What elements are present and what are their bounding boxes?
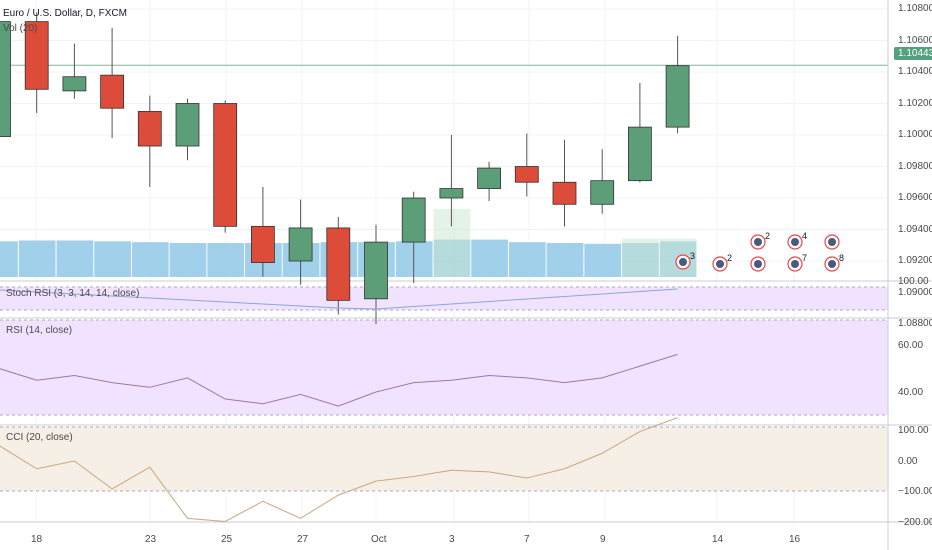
event-count: 2 <box>727 253 732 263</box>
price-axis-label: 1.09400 <box>898 223 932 235</box>
date-axis-label: 23 <box>145 534 157 545</box>
price-axis-label: 1.10800 <box>898 3 932 14</box>
cci-axis-label: 0.00 <box>898 456 918 467</box>
stoch-rsi-plot <box>0 288 678 310</box>
date-axis-label: 16 <box>789 534 801 545</box>
candle-body <box>175 103 200 147</box>
volume-bar <box>169 243 207 277</box>
date-axis-label: 7 <box>524 534 530 545</box>
candle-body <box>137 110 162 147</box>
stoch-rsi-legend: Stoch RSI (3, 3, 14, 14, close) <box>6 288 140 299</box>
event-count: 4 <box>802 231 807 241</box>
volume-bar <box>471 239 508 277</box>
stoch-k-line <box>0 288 678 310</box>
candle-body <box>250 225 275 263</box>
rsi-legend: RSI (14, close) <box>6 325 73 336</box>
event-clock-face <box>828 260 836 268</box>
volume-bar <box>546 243 584 277</box>
volume-bar <box>584 243 622 277</box>
volume-legend: Vol (20) <box>3 23 38 34</box>
volume-bar <box>94 241 131 277</box>
candle-body <box>590 180 615 205</box>
date-axis-label: 9 <box>600 534 606 545</box>
volume-bar <box>18 240 56 277</box>
event-clock-face <box>716 260 724 268</box>
price-axis-label: 1.09000 <box>898 286 932 298</box>
candle-body <box>628 126 652 182</box>
rsi-plot <box>0 353 678 407</box>
price-axis-label: 1.09600 <box>898 192 932 203</box>
volume-bars <box>0 209 697 277</box>
event-count: 7 <box>802 253 807 263</box>
candle-body <box>288 227 313 262</box>
candle-body <box>326 227 351 301</box>
cci-axis-label: 100.00 <box>898 425 929 436</box>
cci-axis-label: −200.00 <box>898 517 932 528</box>
candle-body <box>401 197 426 243</box>
date-axis-label: 18 <box>31 534 43 545</box>
cci-band <box>0 427 888 491</box>
volume-bar <box>508 242 546 277</box>
cci-line <box>0 417 678 522</box>
candlesticks[interactable] <box>0 9 690 324</box>
rsi-line <box>0 353 678 407</box>
event-clock-face <box>754 260 762 268</box>
candle-body <box>514 166 539 183</box>
volume-bar <box>56 240 94 277</box>
price-axis-label: 1.10000 <box>898 129 932 140</box>
event-clock-face <box>754 238 762 246</box>
rsi-axis-label: 40.00 <box>898 387 924 398</box>
candle-body <box>24 21 49 90</box>
last-price-tag: 1.10443 <box>894 47 932 60</box>
candle-body <box>213 103 238 227</box>
event-clock-face <box>791 260 799 268</box>
candle-body <box>62 76 87 92</box>
price-axis-label: 1.10400 <box>898 66 932 77</box>
event-count: 2 <box>765 231 770 241</box>
price-axis-label: 1.10600 <box>898 34 932 46</box>
rsi-axis-label: 60.00 <box>898 340 924 351</box>
candle-body <box>439 188 464 199</box>
candle-body <box>100 74 124 109</box>
price-axis-label: 1.08800 <box>898 318 932 329</box>
stoch-rsi-band <box>0 287 888 310</box>
candle-body <box>477 167 502 189</box>
candle-body <box>364 241 388 300</box>
volume-bar <box>207 243 245 277</box>
volume-ghost-bar <box>622 238 659 277</box>
candle-body <box>552 181 577 205</box>
pane-backgrounds <box>0 286 888 492</box>
volume-bar <box>131 242 169 277</box>
event-clock-face <box>791 238 799 246</box>
candle-body <box>0 21 11 137</box>
date-axis-label: 14 <box>712 534 724 545</box>
price-axis-label: 1.09800 <box>898 160 932 172</box>
date-axis-label: 27 <box>297 534 309 545</box>
stoch-axis-label: 100.00 <box>898 276 929 287</box>
event-clock-face <box>679 258 687 266</box>
date-axis-label: 25 <box>221 534 233 545</box>
price-axis-label: 1.10200 <box>898 97 932 109</box>
event-count: 8 <box>839 253 844 263</box>
symbol-title: Euro / U.S. Dollar, D, FXCM <box>3 8 127 19</box>
volume-bar <box>0 241 18 277</box>
candle-body <box>665 65 690 128</box>
date-axis-label: 3 <box>449 534 455 545</box>
rsi-band <box>0 320 888 415</box>
cci-legend: CCI (20, close) <box>6 432 73 443</box>
event-clock-face <box>828 238 836 246</box>
date-axis-label: Oct <box>371 534 387 545</box>
price-axis-label: 1.09200 <box>898 255 932 266</box>
cci-plot <box>0 417 678 522</box>
event-count: 3 <box>690 251 695 261</box>
cci-axis-label: −100.00 <box>898 486 932 497</box>
economic-events[interactable]: 3 2 2 4 7 8 <box>675 231 844 272</box>
